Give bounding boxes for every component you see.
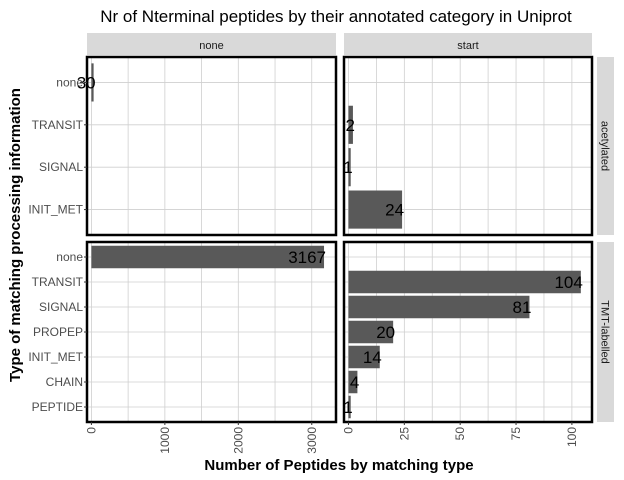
panel-border xyxy=(342,55,594,237)
bar-value-label-peptide: 1 xyxy=(343,398,352,417)
bar-signal xyxy=(348,295,530,319)
bar-init-met xyxy=(348,190,403,229)
facet-strip-label-row-acetylated: acetylated xyxy=(599,121,611,171)
bar-value-label-none: 3167 xyxy=(288,248,326,267)
y-tick-label-signal: SIGNAL xyxy=(39,300,83,314)
facet-strip-col-none xyxy=(87,33,336,55)
bar-init-met xyxy=(348,345,380,369)
y-tick-label-transit: TRANSIT xyxy=(32,275,84,289)
y-tick-label-init-met: INIT_MET xyxy=(28,203,83,217)
chart-title: Nr of Nterminal peptides by their annota… xyxy=(100,7,572,26)
bar-value-label-init-met: 24 xyxy=(385,201,404,220)
x-tick-label-start-25: 25 xyxy=(397,427,411,441)
panel-acetylated-none: 30 xyxy=(77,55,338,237)
panel-tmt-labelled-start: 104 81 20 144 1 xyxy=(342,240,594,424)
bar-value-label-transit: 104 xyxy=(554,273,582,292)
bar-transit xyxy=(348,105,353,144)
x-tick-label-start-100: 100 xyxy=(565,427,579,447)
y-tick-label-init-met: INIT_MET xyxy=(28,350,83,364)
bar-value-label-propep: 20 xyxy=(376,323,395,342)
facet-strip-row-tmt-labelled xyxy=(597,242,614,422)
y-tick-label-none: none xyxy=(56,75,83,89)
facet-strip-label-row-tmt-labelled: TMT-labelled xyxy=(599,300,611,364)
bar-value-label-signal: 1 xyxy=(343,158,352,177)
bar-value-label-chain: 4 xyxy=(350,373,359,392)
facet-strip-row-acetylated xyxy=(597,57,614,235)
bar-chain xyxy=(348,370,358,394)
panel-border xyxy=(342,240,594,424)
bar-none xyxy=(91,63,94,102)
bar-signal xyxy=(348,148,351,187)
x-tick-label-none-2000: 2000 xyxy=(231,427,245,454)
x-tick-label-start-0: 0 xyxy=(341,427,355,434)
bar-none xyxy=(91,245,325,269)
x-tick-label-none-1000: 1000 xyxy=(158,427,172,454)
y-tick-label-none: none xyxy=(56,250,83,264)
bar-value-label-init-met: 14 xyxy=(363,348,382,367)
bar-transit xyxy=(348,270,581,294)
panel-border xyxy=(85,55,338,237)
y-tick-label-chain: CHAIN xyxy=(46,375,83,389)
y-tick-label-peptide: PEPTIDE xyxy=(32,400,83,414)
panel-tmt-labelled-none: 3167 xyxy=(85,240,338,424)
y-tick-label-transit: TRANSIT xyxy=(32,118,84,132)
y-tick-label-propep: PROPEP xyxy=(33,325,83,339)
x-tick-label-none-3000: 3000 xyxy=(305,427,319,454)
facet-strip-col-start xyxy=(344,33,592,55)
y-tick-label-signal: SIGNAL xyxy=(39,160,83,174)
bar-value-label-signal: 81 xyxy=(513,298,532,317)
bar-peptide xyxy=(348,395,351,419)
panels-layer: none startacetylatedTMT-labelled30noneTRA… xyxy=(28,33,614,454)
bar-value-label-transit: 2 xyxy=(345,116,354,135)
x-tick-label-start-75: 75 xyxy=(509,427,523,441)
bar-propep xyxy=(348,320,394,344)
facet-strip-label-col-none: none xyxy=(199,40,223,52)
x-tick-label-start-50: 50 xyxy=(453,427,467,441)
panel-acetylated-start: 2 1 24 xyxy=(342,55,594,237)
facet-strip-label-col-start: start xyxy=(457,40,478,52)
x-axis-title: Number of Peptides by matching type xyxy=(204,457,473,474)
x-tick-label-none-0: 0 xyxy=(84,427,98,434)
y-axis-title: Type of matching processing information xyxy=(7,88,24,382)
